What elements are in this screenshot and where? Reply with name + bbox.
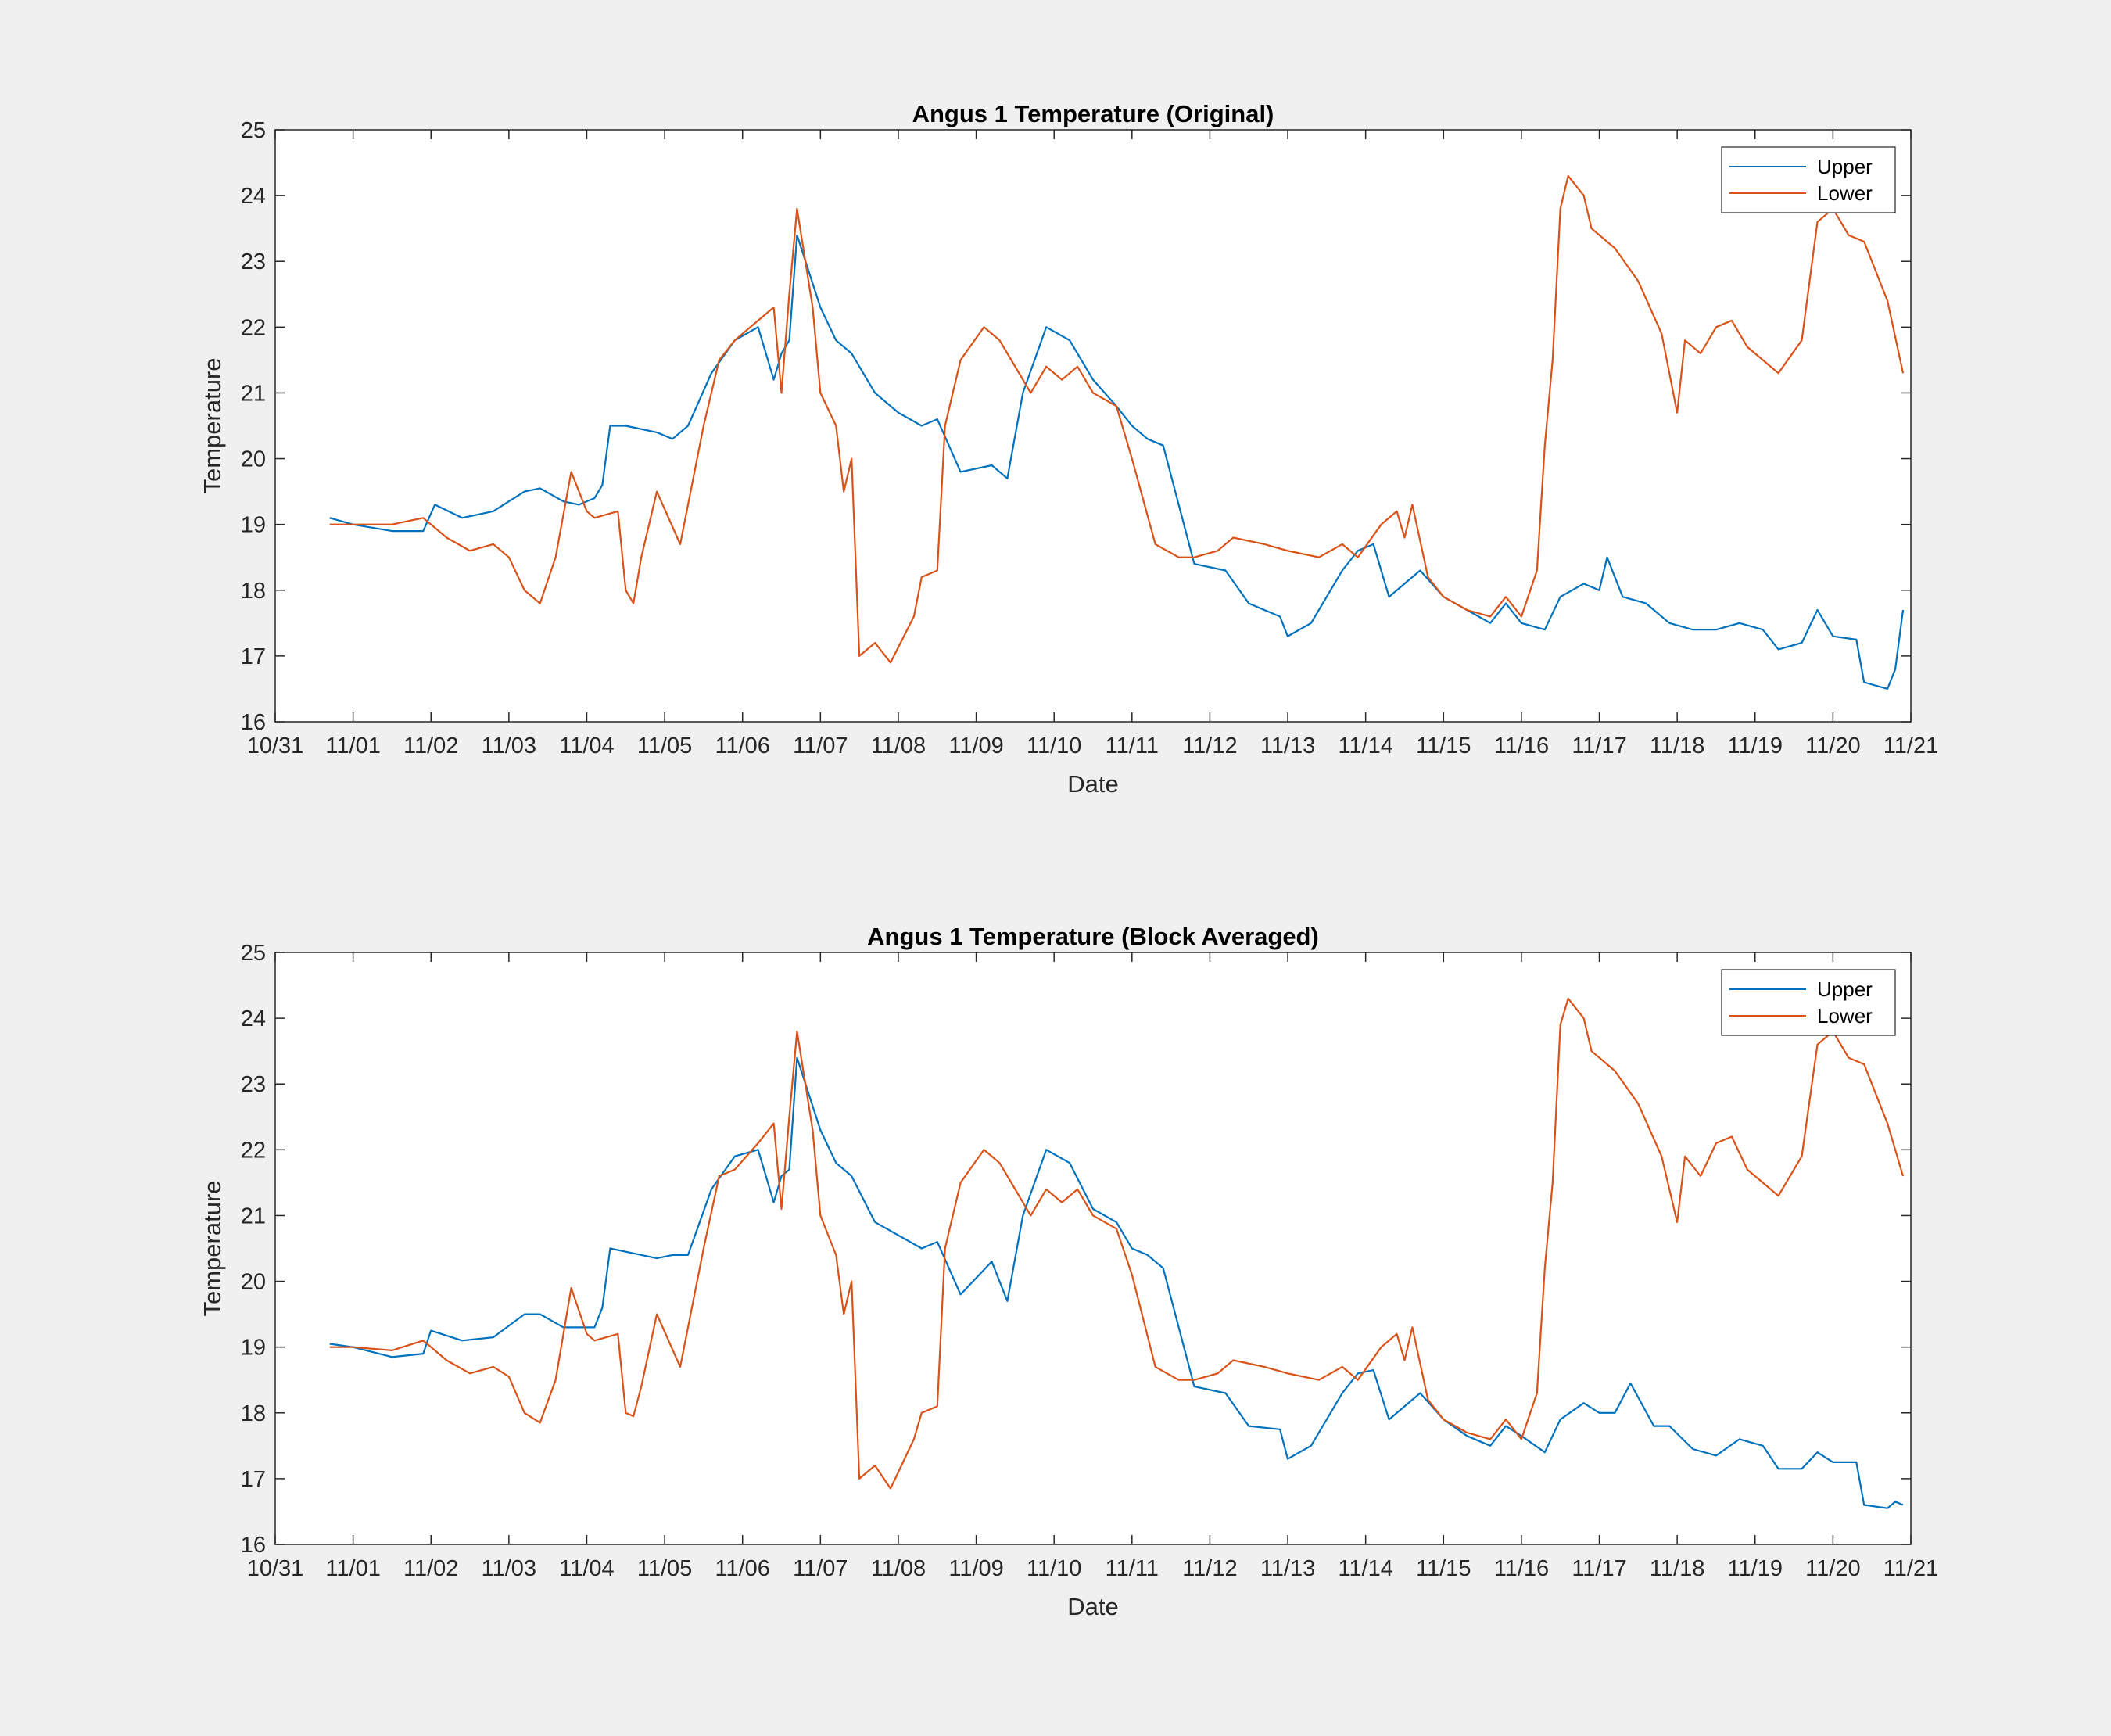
x-tick-label: 11/16 [1494,1556,1549,1581]
x-tick-label: 11/01 [325,1556,380,1581]
legend: Upper Lower [1721,146,1896,213]
y-tick-label: 20 [241,1270,266,1295]
x-tick-label: 11/10 [1027,1556,1081,1581]
plot-frame [274,952,1912,1545]
y-tick-label: 16 [241,1533,266,1558]
x-tick-label: 11/06 [715,1556,770,1581]
axes-block-averaged: 10/31 11/01 11/02 11/03 11/04 11/05 11/06 11/07… [199,923,1938,1620]
x-tick-label: 11/07 [793,733,848,759]
y-tick-label: 18 [241,579,266,604]
y-tick-label: 22 [241,1138,266,1163]
x-tick-label: 11/04 [559,1556,614,1581]
x-tick-label: 11/08 [871,1556,926,1581]
x-tick-label: 11/08 [871,733,926,759]
x-tick-label: 11/10 [1027,733,1081,759]
plot-area [275,952,1911,1544]
y-tick-label: 17 [241,644,266,669]
x-tick-label: 11/12 [1182,1556,1237,1581]
x-tick-label: 11/17 [1572,1556,1626,1581]
x-tick-label: 11/11 [1106,733,1159,759]
x-tick-label: 11/20 [1805,1556,1860,1581]
y-tick-label: 16 [241,710,266,735]
x-tick-label: 11/12 [1182,733,1237,759]
y-tick-label: 22 [241,315,266,340]
y-tick-label: 24 [241,1006,266,1031]
x-tick-label: 11/18 [1650,733,1704,759]
y-tick-label: 17 [241,1467,266,1492]
legend-box [1721,969,1896,1036]
series-line-upper [329,234,1905,690]
x-tick-label: 11/05 [637,733,692,759]
y-tick-label: 19 [241,513,266,538]
x-tick-label: 11/21 [1883,1556,1938,1581]
x-axis-label: Date [1067,770,1118,798]
y-tick-label: 23 [241,1072,266,1097]
series-group [329,997,1905,1509]
x-tick-label: 11/13 [1260,733,1315,759]
legend-label-lower: Lower [1817,1004,1873,1028]
tick-group: 10/31 11/01 11/02 11/03 11/04 11/05 11/06 11/07… [241,941,1938,1581]
x-tick-label: 11/21 [1883,733,1938,759]
axes-original: 10/31 11/01 11/02 11/03 11/04 11/05 11/06 11/07… [199,100,1938,798]
plot-frame [274,129,1912,723]
x-tick-label: 11/06 [715,733,770,759]
x-tick-label: 11/07 [793,1556,848,1581]
legend-box [1721,146,1896,213]
chart-title: Angus 1 Temperature (Original) [912,100,1274,127]
y-tick-label: 21 [241,381,266,406]
x-tick-label: 11/11 [1106,1556,1159,1581]
y-axis-label: Temperature [199,1180,226,1316]
x-tick-label: 11/19 [1728,1556,1783,1581]
chart-title: Angus 1 Temperature (Block Averaged) [867,923,1319,950]
legend-label-upper: Upper [1817,977,1873,1001]
x-tick-label: 10/31 [247,1556,304,1581]
series-group [329,174,1905,690]
x-tick-label: 11/20 [1805,733,1860,759]
x-tick-label: 11/15 [1416,1556,1471,1581]
y-tick-label: 24 [241,184,266,209]
x-tick-label: 11/15 [1416,733,1471,759]
y-axis-label: Temperature [199,357,226,493]
series-line-lower [329,997,1905,1490]
tick-group: 10/31 11/01 11/02 11/03 11/04 11/05 11/06 11/07… [241,118,1938,759]
y-tick-label: 23 [241,249,266,274]
x-tick-label: 11/17 [1572,733,1626,759]
y-tick-label: 25 [241,941,266,966]
series-line-upper [329,1056,1904,1509]
legend-label-lower: Lower [1817,181,1873,205]
x-tick-label: 11/14 [1338,1556,1392,1581]
x-tick-label: 11/13 [1260,1556,1315,1581]
y-tick-label: 18 [241,1401,266,1426]
x-tick-label: 11/09 [948,1556,1003,1581]
x-tick-label: 11/03 [482,733,536,759]
x-tick-label: 11/18 [1650,1556,1704,1581]
x-tick-label: 11/14 [1338,733,1392,759]
x-tick-label: 11/09 [948,733,1003,759]
x-tick-label: 11/03 [482,1556,536,1581]
x-tick-label: 11/16 [1494,733,1549,759]
x-tick-label: 11/19 [1728,733,1783,759]
y-tick-label: 19 [241,1336,266,1361]
x-tick-label: 11/01 [325,733,380,759]
y-tick-label: 21 [241,1203,266,1228]
legend-label-upper: Upper [1817,155,1873,178]
x-tick-label: 11/04 [559,733,614,759]
x-tick-label: 11/02 [403,1556,458,1581]
series-line-lower [329,174,1905,664]
plot-area [275,130,1911,722]
x-tick-label: 11/05 [637,1556,692,1581]
x-tick-label: 11/02 [403,733,458,759]
y-tick-label: 20 [241,447,266,472]
y-tick-label: 25 [241,118,266,143]
x-axis-label: Date [1067,1593,1118,1620]
legend: Upper Lower [1721,969,1896,1036]
x-tick-label: 10/31 [247,733,304,759]
